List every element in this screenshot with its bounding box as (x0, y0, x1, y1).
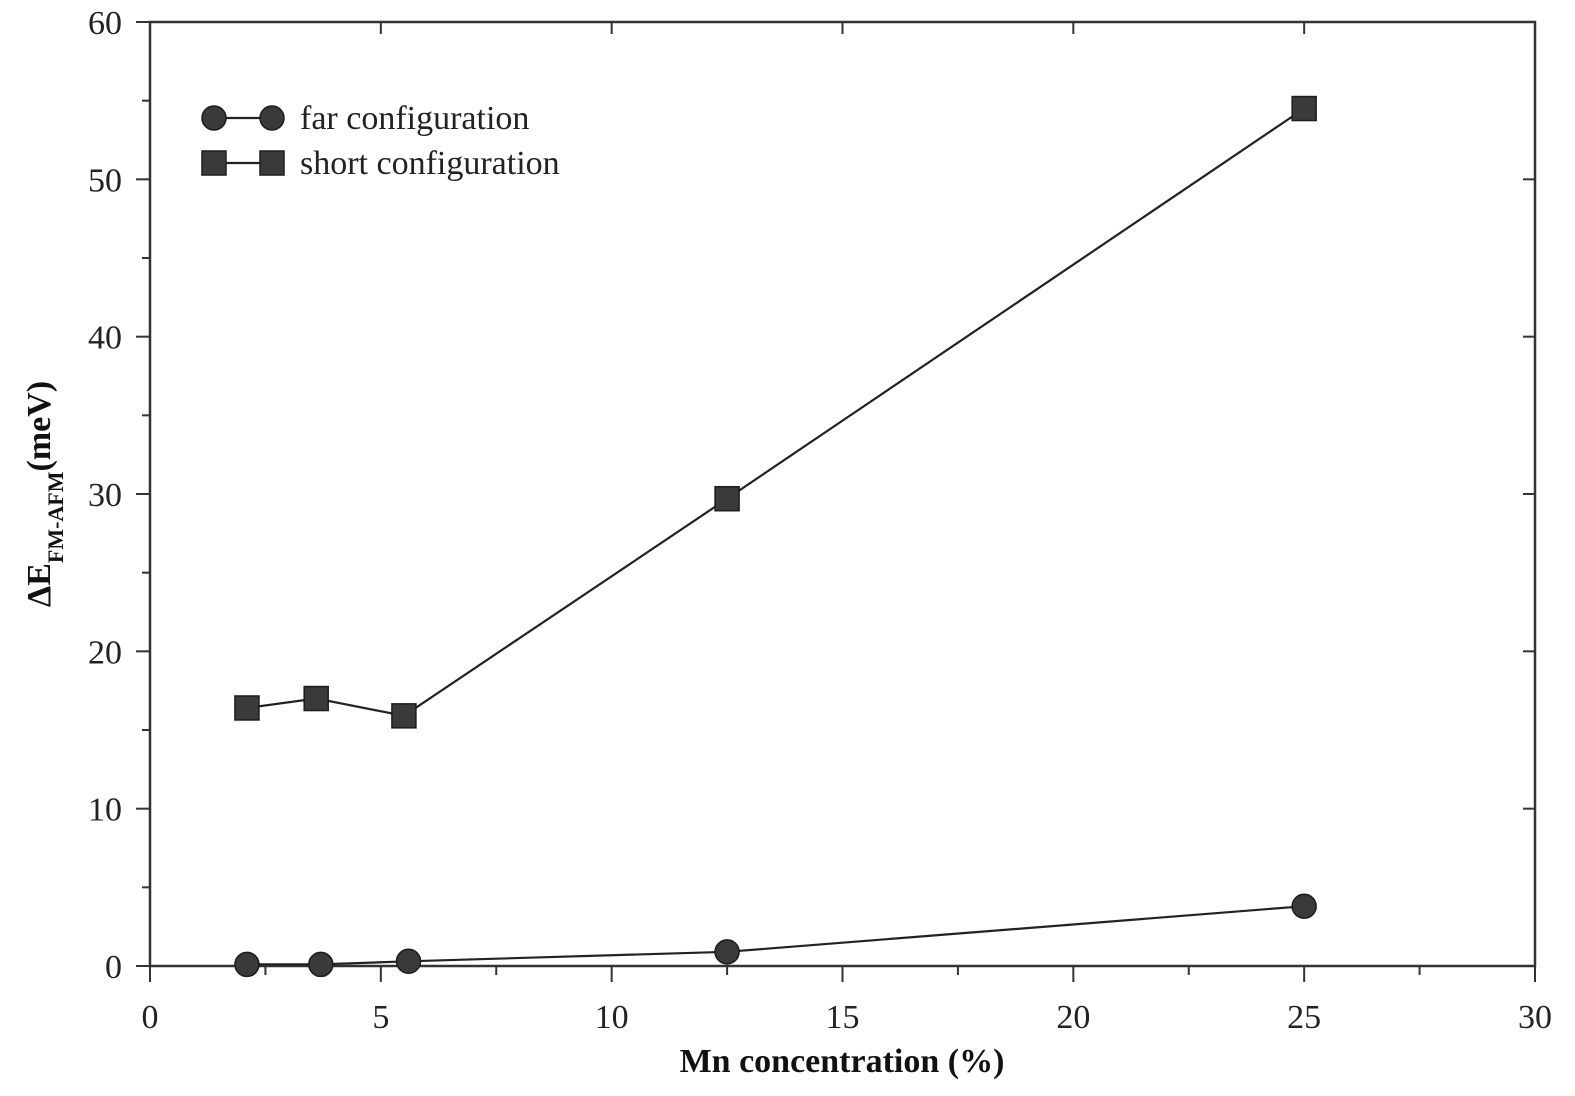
data-point-circle (395, 948, 422, 975)
ticks-layer: 0 5 10 15 20 25 30 0 10 20 30 40 50 60 (88, 5, 1552, 1036)
data-point-square (714, 485, 740, 512)
series-layer (234, 95, 1317, 978)
y-axis-title-prefix: ΔE (21, 563, 58, 607)
data-point-square (234, 695, 260, 721)
data-point-circle (308, 951, 334, 978)
y-tick-label: 60 (88, 5, 122, 42)
plot-frame (148, 20, 1537, 968)
y-tick-label: 50 (88, 162, 122, 199)
series-short-configuration (234, 95, 1317, 729)
x-tick-label: 0 (142, 999, 159, 1036)
data-point-circle (714, 939, 740, 965)
x-tick-label: 30 (1518, 999, 1552, 1036)
legend-entry: far configuration (201, 100, 529, 137)
data-point-circle (234, 951, 260, 978)
data-point-square (1291, 95, 1317, 122)
legend: far configuration short configuration (201, 100, 560, 182)
data-point-square (303, 685, 329, 712)
x-axis-title: Mn concentration (%) (680, 1043, 1005, 1080)
x-tick-label: 25 (1287, 999, 1321, 1036)
y-axis-title-suffix: (meV) (21, 381, 58, 472)
y-tick-label: 10 (88, 792, 122, 829)
x-tick-label: 15 (826, 999, 860, 1036)
series-far-configuration (234, 893, 1317, 978)
y-tick-label: 0 (105, 949, 122, 986)
y-axis-title: ΔEFM-AFM(meV) (21, 381, 68, 607)
legend-label: far configuration (300, 100, 529, 137)
legend-marker-square (259, 150, 285, 176)
legend-label: short configuration (300, 145, 560, 182)
legend-marker-circle (201, 105, 227, 131)
legend-marker-circle (259, 105, 285, 131)
x-tick-label: 20 (1056, 999, 1090, 1036)
legend-entry: short configuration (201, 145, 560, 182)
y-axis-title-subscript: FM-AFM (43, 471, 68, 563)
data-point-square (391, 703, 417, 729)
x-tick-label: 10 (595, 999, 629, 1036)
y-tick-label: 30 (88, 477, 122, 514)
y-tick-label: 20 (88, 634, 122, 671)
x-tick-label: 5 (372, 999, 389, 1036)
legend-marker-square (201, 150, 227, 176)
series-line (246, 107, 1305, 717)
y-tick-label: 40 (88, 320, 122, 357)
data-point-circle (1291, 893, 1317, 919)
